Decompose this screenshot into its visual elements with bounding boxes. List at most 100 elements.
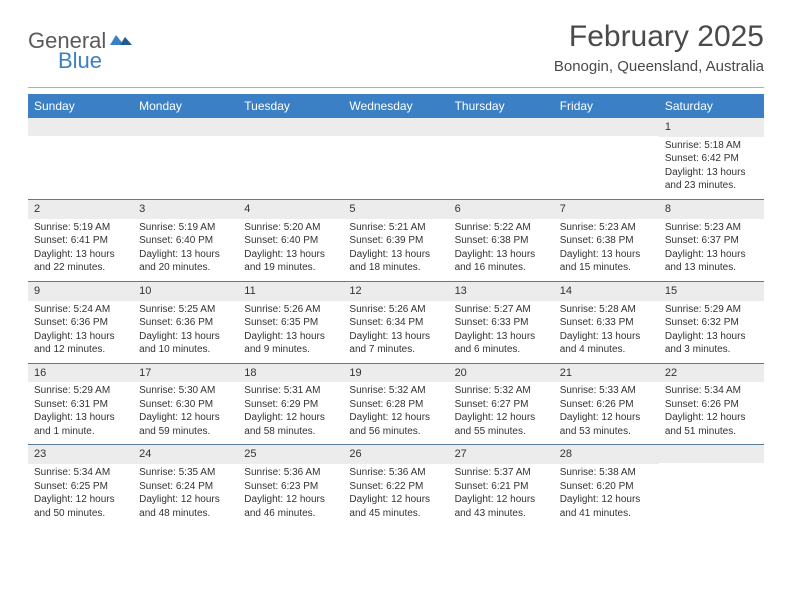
day-body: Sunrise: 5:34 AMSunset: 6:25 PMDaylight:… [28, 464, 133, 526]
day-body: Sunrise: 5:26 AMSunset: 6:34 PMDaylight:… [343, 301, 448, 363]
day-body: Sunrise: 5:19 AMSunset: 6:40 PMDaylight:… [133, 219, 238, 281]
daylight-text: Daylight: 12 hours and 56 minutes. [349, 411, 442, 438]
day-cell: 20Sunrise: 5:32 AMSunset: 6:27 PMDayligh… [449, 364, 554, 445]
daylight-text: Daylight: 13 hours and 1 minute. [34, 411, 127, 438]
day-body: Sunrise: 5:24 AMSunset: 6:36 PMDaylight:… [28, 301, 133, 363]
daylight-text: Daylight: 12 hours and 41 minutes. [560, 493, 653, 520]
weekday-header: Wednesday [343, 94, 448, 118]
day-cell: 28Sunrise: 5:38 AMSunset: 6:20 PMDayligh… [554, 445, 659, 526]
daylight-text: Daylight: 12 hours and 45 minutes. [349, 493, 442, 520]
day-number: 23 [28, 445, 133, 464]
day-number [659, 445, 764, 463]
day-body: Sunrise: 5:38 AMSunset: 6:20 PMDaylight:… [554, 464, 659, 526]
day-cell [343, 118, 448, 199]
day-number: 7 [554, 200, 659, 219]
day-cell [238, 118, 343, 199]
sunset-text: Sunset: 6:35 PM [244, 316, 337, 330]
day-cell: 19Sunrise: 5:32 AMSunset: 6:28 PMDayligh… [343, 364, 448, 445]
daylight-text: Daylight: 12 hours and 51 minutes. [665, 411, 758, 438]
daylight-text: Daylight: 13 hours and 23 minutes. [665, 166, 758, 193]
day-body: Sunrise: 5:29 AMSunset: 6:32 PMDaylight:… [659, 301, 764, 363]
sunset-text: Sunset: 6:40 PM [139, 234, 232, 248]
day-body: Sunrise: 5:32 AMSunset: 6:28 PMDaylight:… [343, 382, 448, 444]
daylight-text: Daylight: 12 hours and 50 minutes. [34, 493, 127, 520]
day-cell [28, 118, 133, 199]
sunrise-text: Sunrise: 5:32 AM [349, 384, 442, 398]
logo: General Blue [28, 28, 132, 54]
day-number [449, 118, 554, 136]
day-cell: 15Sunrise: 5:29 AMSunset: 6:32 PMDayligh… [659, 282, 764, 363]
day-number: 6 [449, 200, 554, 219]
day-cell [449, 118, 554, 199]
sunrise-text: Sunrise: 5:19 AM [139, 221, 232, 235]
day-body: Sunrise: 5:29 AMSunset: 6:31 PMDaylight:… [28, 382, 133, 444]
sunset-text: Sunset: 6:27 PM [455, 398, 548, 412]
day-number: 15 [659, 282, 764, 301]
day-cell: 13Sunrise: 5:27 AMSunset: 6:33 PMDayligh… [449, 282, 554, 363]
sunrise-text: Sunrise: 5:26 AM [349, 303, 442, 317]
weekday-header: Thursday [449, 94, 554, 118]
weekday-header: Sunday [28, 94, 133, 118]
day-number: 20 [449, 364, 554, 383]
day-number: 22 [659, 364, 764, 383]
day-number: 4 [238, 200, 343, 219]
sunrise-text: Sunrise: 5:23 AM [560, 221, 653, 235]
sunrise-text: Sunrise: 5:20 AM [244, 221, 337, 235]
header-divider [28, 87, 764, 88]
sunrise-text: Sunrise: 5:24 AM [34, 303, 127, 317]
sunset-text: Sunset: 6:20 PM [560, 480, 653, 494]
week-row: 2Sunrise: 5:19 AMSunset: 6:41 PMDaylight… [28, 199, 764, 281]
day-number [343, 118, 448, 136]
day-body: Sunrise: 5:18 AMSunset: 6:42 PMDaylight:… [659, 137, 764, 199]
sunrise-text: Sunrise: 5:30 AM [139, 384, 232, 398]
daylight-text: Daylight: 12 hours and 55 minutes. [455, 411, 548, 438]
daylight-text: Daylight: 12 hours and 48 minutes. [139, 493, 232, 520]
day-number [28, 118, 133, 136]
daylight-text: Daylight: 13 hours and 22 minutes. [34, 248, 127, 275]
day-cell: 26Sunrise: 5:36 AMSunset: 6:22 PMDayligh… [343, 445, 448, 526]
sunset-text: Sunset: 6:30 PM [139, 398, 232, 412]
location: Bonogin, Queensland, Australia [554, 58, 764, 75]
month-title: February 2025 [554, 20, 764, 54]
day-body: Sunrise: 5:34 AMSunset: 6:26 PMDaylight:… [659, 382, 764, 444]
day-number: 9 [28, 282, 133, 301]
sunset-text: Sunset: 6:21 PM [455, 480, 548, 494]
sunset-text: Sunset: 6:36 PM [139, 316, 232, 330]
day-cell: 9Sunrise: 5:24 AMSunset: 6:36 PMDaylight… [28, 282, 133, 363]
day-cell [659, 445, 764, 526]
daylight-text: Daylight: 13 hours and 19 minutes. [244, 248, 337, 275]
day-cell: 21Sunrise: 5:33 AMSunset: 6:26 PMDayligh… [554, 364, 659, 445]
day-body: Sunrise: 5:23 AMSunset: 6:37 PMDaylight:… [659, 219, 764, 281]
logo-text-blue: Blue [58, 48, 102, 74]
sunset-text: Sunset: 6:42 PM [665, 152, 758, 166]
title-block: February 2025 Bonogin, Queensland, Austr… [554, 20, 764, 75]
day-number: 5 [343, 200, 448, 219]
day-cell: 14Sunrise: 5:28 AMSunset: 6:33 PMDayligh… [554, 282, 659, 363]
sunset-text: Sunset: 6:26 PM [665, 398, 758, 412]
sunrise-text: Sunrise: 5:31 AM [244, 384, 337, 398]
sunrise-text: Sunrise: 5:36 AM [349, 466, 442, 480]
sunrise-text: Sunrise: 5:23 AM [665, 221, 758, 235]
day-number: 8 [659, 200, 764, 219]
day-number: 14 [554, 282, 659, 301]
sunrise-text: Sunrise: 5:18 AM [665, 139, 758, 153]
day-body: Sunrise: 5:30 AMSunset: 6:30 PMDaylight:… [133, 382, 238, 444]
sunset-text: Sunset: 6:23 PM [244, 480, 337, 494]
day-cell: 3Sunrise: 5:19 AMSunset: 6:40 PMDaylight… [133, 200, 238, 281]
daylight-text: Daylight: 12 hours and 58 minutes. [244, 411, 337, 438]
day-cell: 4Sunrise: 5:20 AMSunset: 6:40 PMDaylight… [238, 200, 343, 281]
sunset-text: Sunset: 6:38 PM [455, 234, 548, 248]
week-row: 23Sunrise: 5:34 AMSunset: 6:25 PMDayligh… [28, 444, 764, 526]
day-body: Sunrise: 5:23 AMSunset: 6:38 PMDaylight:… [554, 219, 659, 281]
day-cell: 16Sunrise: 5:29 AMSunset: 6:31 PMDayligh… [28, 364, 133, 445]
sunset-text: Sunset: 6:38 PM [560, 234, 653, 248]
day-number [554, 118, 659, 136]
day-body: Sunrise: 5:33 AMSunset: 6:26 PMDaylight:… [554, 382, 659, 444]
sunset-text: Sunset: 6:41 PM [34, 234, 127, 248]
header: General Blue February 2025 Bonogin, Quee… [28, 20, 764, 75]
day-number: 17 [133, 364, 238, 383]
sunset-text: Sunset: 6:26 PM [560, 398, 653, 412]
sunrise-text: Sunrise: 5:37 AM [455, 466, 548, 480]
daylight-text: Daylight: 13 hours and 9 minutes. [244, 330, 337, 357]
sunrise-text: Sunrise: 5:34 AM [34, 466, 127, 480]
